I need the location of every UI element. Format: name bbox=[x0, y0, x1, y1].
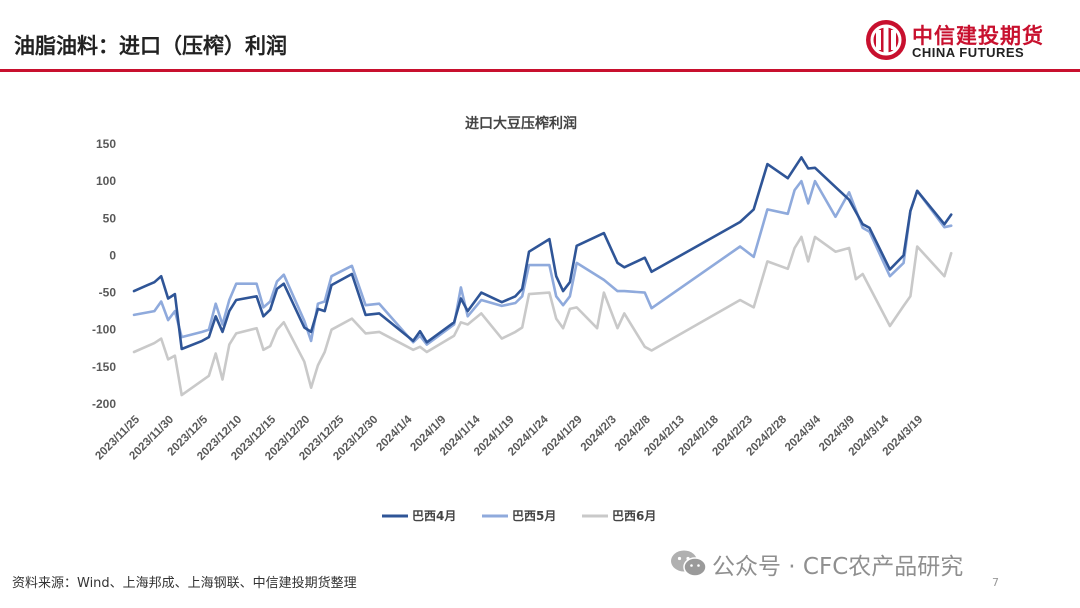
y-tick-label: 100 bbox=[96, 174, 116, 188]
series-line bbox=[132, 235, 953, 397]
x-tick-label: 2024/1/4 bbox=[374, 413, 415, 454]
y-tick-label: -200 bbox=[92, 397, 116, 411]
y-tick-label: 150 bbox=[96, 137, 116, 151]
legend-label: 巴西6月 bbox=[612, 509, 656, 523]
data-source-note: 资料来源：Wind、上海邦成、上海钢联、中信建投期货整理 bbox=[12, 576, 357, 591]
y-tick-label: 0 bbox=[109, 248, 116, 262]
series-line bbox=[132, 156, 953, 351]
wechat-icon bbox=[670, 549, 708, 583]
y-tick-label: -150 bbox=[92, 360, 116, 374]
chart-title: 进口大豆压榨利润 bbox=[465, 115, 577, 132]
y-tick-label: 50 bbox=[103, 211, 117, 225]
page-header: 油脂油料：进口（压榨）利润 中信建投期货 CHINA FUTURES bbox=[0, 0, 1080, 72]
page-title: 油脂油料：进口（压榨）利润 bbox=[14, 34, 287, 58]
brand-logo: 中信建投期货 CHINA FUTURES bbox=[864, 18, 1064, 64]
logo-chinese-name: 中信建投期货 bbox=[912, 24, 1044, 48]
x-tick-label: 2024/3/4 bbox=[783, 413, 824, 454]
logo-emblem-icon bbox=[866, 20, 906, 60]
x-tick-label: 2024/2/3 bbox=[579, 414, 619, 454]
chart-container: 进口大豆压榨利润 150 100 50 0 -50 -100 -150 -200 2023/11/… bbox=[0, 100, 1080, 534]
watermark-text: 公众号 · CFC农产品研究 bbox=[712, 554, 964, 580]
logo-english-name: CHINA FUTURES bbox=[912, 45, 1025, 60]
y-tick-label: -100 bbox=[92, 323, 116, 337]
header-divider bbox=[0, 69, 1080, 72]
page-number: 7 bbox=[992, 576, 999, 589]
y-tick-label: -50 bbox=[99, 286, 117, 300]
soybean-crush-margin-chart: 进口大豆压榨利润150100500-50-100-150-2002023/11/… bbox=[92, 115, 953, 523]
series-line bbox=[132, 179, 953, 346]
legend-label: 巴西4月 bbox=[412, 509, 456, 523]
legend-label: 巴西5月 bbox=[512, 509, 556, 523]
